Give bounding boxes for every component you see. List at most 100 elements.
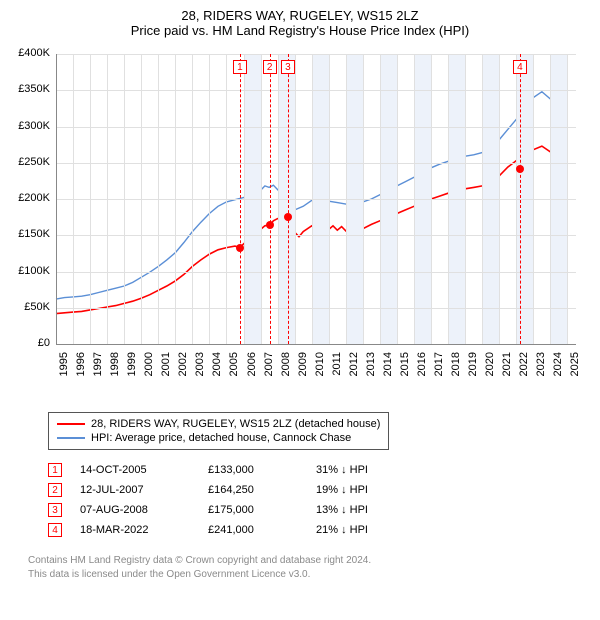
gridline-v: [516, 54, 517, 344]
sale-number-box: 1: [48, 463, 62, 477]
x-tick-label: 2000: [143, 352, 155, 382]
sale-marker-line: [520, 54, 521, 344]
gridline-v: [73, 54, 74, 344]
gridline-h: [56, 54, 576, 55]
chart-subtitle: Price paid vs. HM Land Registry's House …: [0, 23, 600, 44]
sale-number-box: 2: [48, 483, 62, 497]
sale-marker-line: [288, 54, 289, 344]
sale-point: [516, 165, 524, 173]
x-tick-label: 2012: [348, 352, 360, 382]
x-tick-label: 1996: [75, 352, 87, 382]
gridline-h: [56, 235, 576, 236]
x-tick-label: 1998: [109, 352, 121, 382]
x-tick-label: 2004: [211, 352, 223, 382]
gridline-v: [90, 54, 91, 344]
x-tick-label: 2019: [467, 352, 479, 382]
chart-container: 28, RIDERS WAY, RUGELEY, WS15 2LZ Price …: [0, 0, 600, 592]
sales-table: 1 14-OCT-2005 £133,000 31% ↓ HPI 2 12-JUL-200…: [48, 460, 600, 540]
x-tick-label: 2023: [535, 352, 547, 382]
sale-date: 07-AUG-2008: [80, 504, 190, 516]
legend-label: HPI: Average price, detached house, Cann…: [91, 432, 351, 444]
sale-marker-line: [270, 54, 271, 344]
x-tick-label: 2005: [228, 352, 240, 382]
gridline-v: [226, 54, 227, 344]
sale-date: 12-JUL-2007: [80, 484, 190, 496]
x-tick-label: 2020: [484, 352, 496, 382]
legend-box: 28, RIDERS WAY, RUGELEY, WS15 2LZ (detac…: [48, 412, 389, 450]
x-tick-label: 1997: [92, 352, 104, 382]
legend-swatch: [57, 437, 85, 439]
x-tick-label: 2014: [382, 352, 394, 382]
sale-number-box: 4: [48, 523, 62, 537]
gridline-h: [56, 90, 576, 91]
y-tick-label: £50K: [0, 301, 50, 313]
sale-point: [284, 213, 292, 221]
x-tick-label: 2022: [518, 352, 530, 382]
gridline-v: [482, 54, 483, 344]
x-tick-label: 2011: [331, 352, 343, 382]
footer-line-1: Contains HM Land Registry data © Crown c…: [28, 554, 600, 568]
gridline-v: [397, 54, 398, 344]
sale-row: 212-JUL-2007£164,25019% ↓ HPI: [48, 480, 600, 500]
gridline-v: [329, 54, 330, 344]
sale-diff: 31% ↓ HPI: [316, 464, 406, 476]
x-tick-label: 2025: [569, 352, 581, 382]
gridline-h: [56, 127, 576, 128]
y-tick-label: £400K: [0, 47, 50, 59]
chart-title: 28, RIDERS WAY, RUGELEY, WS15 2LZ: [0, 0, 600, 23]
gridline-v: [363, 54, 364, 344]
sale-date: 18-MAR-2022: [80, 524, 190, 536]
gridline-h: [56, 308, 576, 309]
x-tick-label: 2002: [177, 352, 189, 382]
sale-marker-box: 3: [281, 60, 295, 74]
chart-area: 1234 £0£50K£100K£150K£200K£250K£300K£350…: [0, 44, 600, 404]
footer-attribution: Contains HM Land Registry data © Crown c…: [28, 554, 600, 592]
x-tick-label: 2001: [160, 352, 172, 382]
sale-marker-line: [240, 54, 241, 344]
sale-diff: 13% ↓ HPI: [316, 504, 406, 516]
gridline-v: [192, 54, 193, 344]
gridline-v: [278, 54, 279, 344]
gridline-v: [175, 54, 176, 344]
gridline-v: [107, 54, 108, 344]
axis-line: [56, 344, 576, 345]
sale-marker-box: 2: [263, 60, 277, 74]
footer-line-2: This data is licensed under the Open Gov…: [28, 568, 600, 582]
gridline-h: [56, 199, 576, 200]
gridline-v: [567, 54, 568, 344]
sale-marker-box: 4: [513, 60, 527, 74]
y-tick-label: £300K: [0, 120, 50, 132]
sale-diff: 21% ↓ HPI: [316, 524, 406, 536]
legend-swatch: [57, 423, 85, 425]
x-tick-label: 2017: [433, 352, 445, 382]
sale-row: 307-AUG-2008£175,00013% ↓ HPI: [48, 500, 600, 520]
x-tick-label: 2024: [552, 352, 564, 382]
sale-price: £241,000: [208, 524, 298, 536]
gridline-v: [124, 54, 125, 344]
gridline-h: [56, 272, 576, 273]
gridline-v: [380, 54, 381, 344]
y-tick-label: £100K: [0, 265, 50, 277]
gridline-v: [414, 54, 415, 344]
legend-item: 28, RIDERS WAY, RUGELEY, WS15 2LZ (detac…: [57, 417, 380, 431]
gridline-v: [550, 54, 551, 344]
legend-label: 28, RIDERS WAY, RUGELEY, WS15 2LZ (detac…: [91, 418, 380, 430]
x-tick-label: 2016: [416, 352, 428, 382]
x-tick-label: 2021: [501, 352, 513, 382]
gridline-v: [499, 54, 500, 344]
gridline-v: [431, 54, 432, 344]
gridline-v: [295, 54, 296, 344]
x-tick-label: 2008: [280, 352, 292, 382]
sale-marker-box: 1: [233, 60, 247, 74]
gridline-v: [448, 54, 449, 344]
y-tick-label: £250K: [0, 156, 50, 168]
sale-date: 14-OCT-2005: [80, 464, 190, 476]
x-tick-label: 2010: [314, 352, 326, 382]
sale-price: £133,000: [208, 464, 298, 476]
x-tick-label: 2013: [365, 352, 377, 382]
sale-number-box: 3: [48, 503, 62, 517]
x-tick-label: 2006: [246, 352, 258, 382]
x-tick-label: 2018: [450, 352, 462, 382]
x-tick-label: 2003: [194, 352, 206, 382]
sale-row: 4 18-MAR-2022 £241,000 21% ↓ HPI: [48, 520, 600, 540]
